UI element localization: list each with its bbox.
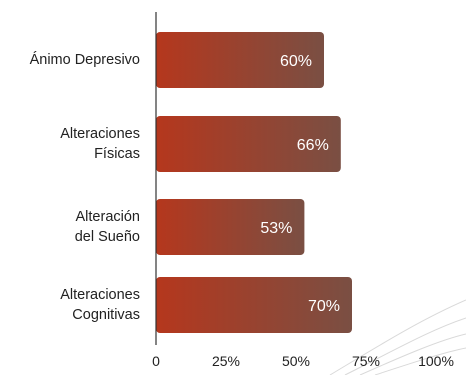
x-tick-label: 0	[152, 353, 160, 369]
x-tick-label: 25%	[212, 353, 240, 369]
category-label: Alteración del Sueño	[75, 202, 140, 252]
bar-value-label: 60%	[280, 53, 312, 70]
category-label-line: Físicas	[94, 146, 140, 162]
category-label-line: del Sueño	[74, 229, 140, 245]
category-label-line: Ánimo Depresivo	[29, 52, 140, 68]
decorative-curves	[329, 299, 466, 376]
category-label: Alteraciones Físicas	[60, 119, 140, 169]
x-tick-label: 50%	[282, 353, 310, 369]
x-tick-label: 100%	[418, 353, 454, 369]
bar	[156, 277, 352, 333]
category-label: Ánimo Depresivo	[30, 35, 140, 85]
category-label-line: Cognitivas	[72, 307, 140, 323]
bar-value-label: 66%	[297, 137, 329, 154]
category-label-line: Alteración	[75, 209, 140, 225]
bar	[156, 199, 305, 255]
category-label-line: Alteraciones	[60, 126, 140, 142]
bar-value-label: 53%	[260, 220, 292, 237]
bar-value-label: 70%	[308, 298, 340, 315]
category-label: Alteraciones Cognitivas	[60, 280, 140, 330]
category-label-line: Alteraciones	[60, 287, 140, 303]
x-tick-label: 75%	[352, 353, 380, 369]
bar	[156, 32, 324, 88]
bar	[156, 116, 341, 172]
